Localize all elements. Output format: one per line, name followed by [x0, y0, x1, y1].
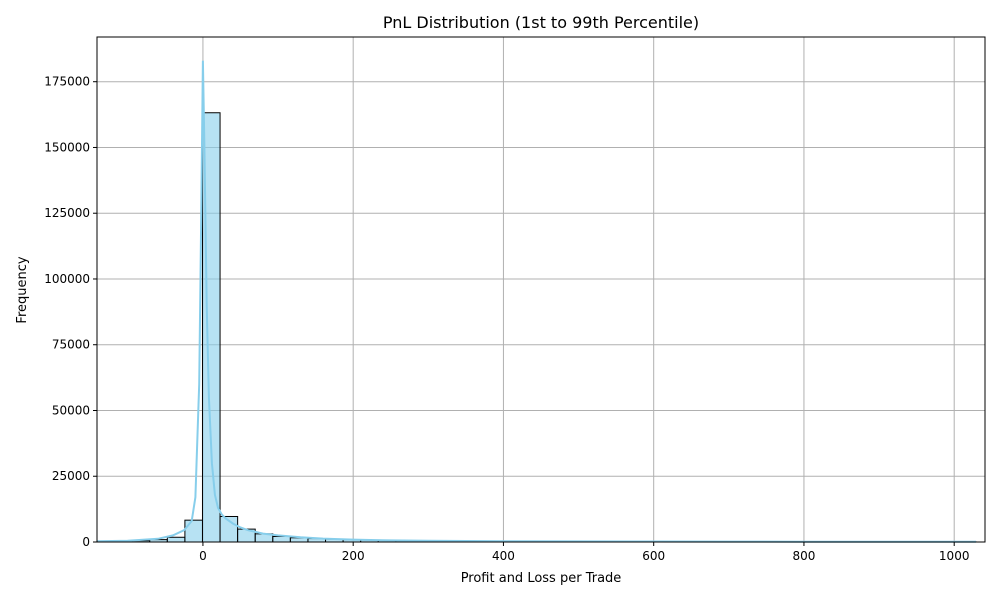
y-ticks: 0 25000 50000 75000 100000 125000 150000 175000	[44, 75, 97, 549]
y-tick-label: 50000	[52, 403, 90, 417]
y-tick-label: 150000	[44, 140, 90, 154]
x-axis-label: Profit and Loss per Trade	[461, 571, 622, 586]
histogram-bar	[167, 537, 185, 542]
y-tick-label: 100000	[44, 272, 90, 286]
histogram-bar	[273, 536, 291, 542]
bars-layer	[97, 113, 976, 542]
plot-frame	[97, 37, 985, 542]
y-tick-label: 0	[82, 535, 90, 549]
grid-layer	[97, 37, 985, 542]
y-tick-label: 175000	[44, 75, 90, 89]
histogram-bar	[185, 520, 203, 542]
kde-line	[97, 61, 976, 542]
x-ticks: 0 200 400 600 800 1000	[199, 542, 969, 563]
x-tick-label: 1000	[939, 549, 970, 563]
x-tick-label: 800	[792, 549, 815, 563]
x-tick-label: 400	[492, 549, 515, 563]
kde-layer	[97, 61, 976, 542]
x-tick-label: 200	[342, 549, 365, 563]
y-tick-label: 125000	[44, 206, 90, 220]
y-tick-label: 25000	[52, 469, 90, 483]
y-tick-label: 75000	[52, 338, 90, 352]
chart-title: PnL Distribution (1st to 99th Percentile…	[383, 13, 699, 32]
x-tick-label: 600	[642, 549, 665, 563]
x-tick-label: 0	[199, 549, 207, 563]
y-axis-label: Frequency	[15, 256, 30, 323]
